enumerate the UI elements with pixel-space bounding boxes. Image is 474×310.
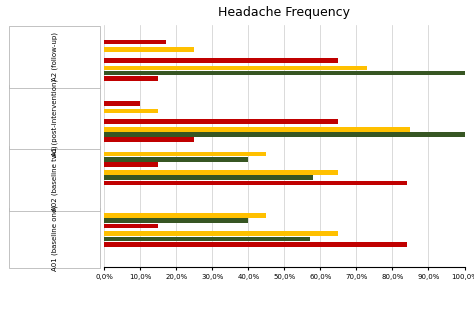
- Bar: [104, 71, 465, 76]
- Bar: [104, 40, 165, 44]
- Bar: [104, 175, 313, 180]
- Bar: [104, 108, 158, 113]
- Bar: [104, 119, 338, 124]
- Bar: [104, 132, 465, 137]
- Bar: [104, 237, 310, 241]
- Bar: [104, 218, 248, 223]
- Bar: [104, 180, 407, 185]
- Text: A2 (follow-up): A2 (follow-up): [51, 32, 58, 82]
- Bar: [104, 137, 194, 142]
- Bar: [104, 65, 367, 70]
- Bar: [104, 101, 140, 106]
- Bar: [104, 76, 158, 81]
- Bar: [104, 47, 194, 52]
- Bar: [104, 224, 158, 228]
- Bar: [104, 127, 410, 131]
- Bar: [104, 162, 158, 167]
- Bar: [104, 231, 338, 236]
- Text: A02 (baseline two): A02 (baseline two): [51, 146, 58, 211]
- Bar: [104, 58, 338, 63]
- Title: Headache Frequency: Headache Frequency: [219, 7, 350, 20]
- Bar: [104, 157, 248, 162]
- Text: A1 (post-intervention): A1 (post-intervention): [51, 78, 58, 156]
- Text: A01 (baseline one): A01 (baseline one): [51, 205, 58, 271]
- Bar: [104, 213, 266, 218]
- Bar: [104, 242, 407, 246]
- Bar: [104, 170, 338, 175]
- Bar: [104, 152, 266, 156]
